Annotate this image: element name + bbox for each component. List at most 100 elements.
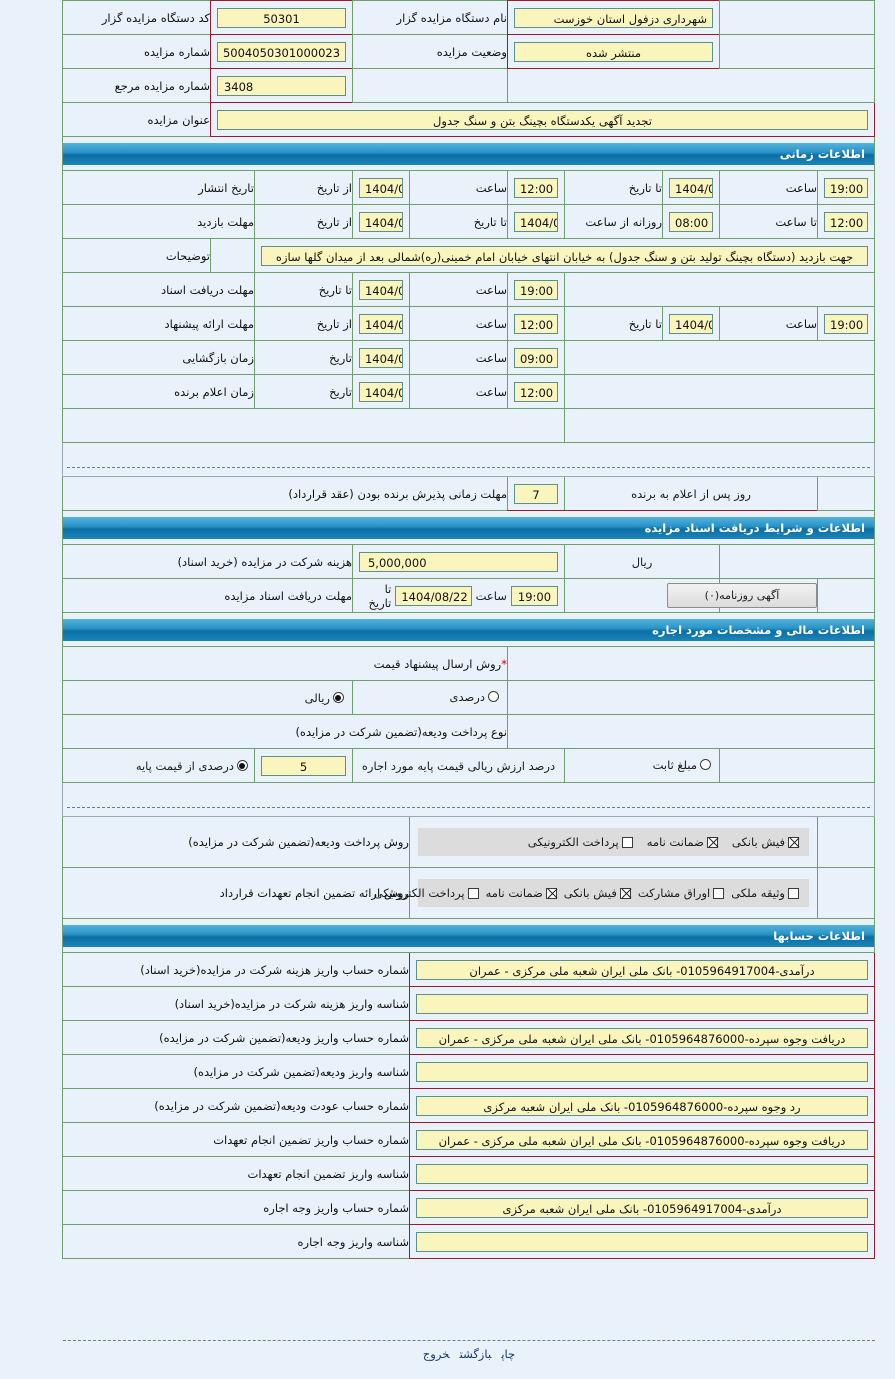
- winner-acceptance-suffix: روز پس از اعلام به برنده: [631, 486, 751, 501]
- spacer-cell: [351, 68, 508, 103]
- checkbox-bank-receipt-icon[interactable]: [788, 836, 799, 848]
- account-2-field[interactable]: دریافت وجوه سپرده-0105964876000- بانک مل…: [415, 1027, 868, 1048]
- publish-hour2-field[interactable]: 19:00: [824, 177, 868, 198]
- deposit-option-guarantee-letter[interactable]: ضمانت نامه: [647, 835, 718, 849]
- checkbox-contract-electronic-payment-icon[interactable]: [467, 887, 479, 899]
- deposit-method-options-cell: فیش بانکی ضمانت نامه پرداخت الکترونیکی: [408, 816, 819, 868]
- contract-option-guarantee-letter[interactable]: ضمانت نامه: [486, 886, 557, 900]
- base-percent-field[interactable]: 5: [260, 755, 346, 776]
- visit-todate-field[interactable]: 1404/09/02: [513, 211, 558, 232]
- time-section-header-cell: اطلاعات زمانی: [61, 136, 876, 171]
- description-label: توضیحات: [61, 238, 211, 273]
- table-row-base-percent: مبلغ ثابت درصد ارزش ریالی قیمت پایه مورد…: [61, 748, 875, 783]
- reference-number-field[interactable]: 3408: [216, 75, 346, 96]
- account-3-field[interactable]: [415, 1061, 868, 1082]
- winner-hour-field[interactable]: 12:00: [513, 381, 558, 402]
- checkbox-guarantee-letter-icon[interactable]: [706, 836, 718, 848]
- accounts-section-header-label: اطلاعات حسابها: [62, 924, 874, 947]
- deposit-method-options: فیش بانکی ضمانت نامه پرداخت الکترونیکی: [417, 828, 809, 856]
- proposal-hour1-field[interactable]: 12:00: [513, 313, 558, 334]
- visit-todate-label: تا تاریخ: [408, 204, 508, 239]
- deposit-option-bank-receipt[interactable]: فیش بانکی: [732, 835, 799, 849]
- account-6-field[interactable]: [415, 1163, 868, 1184]
- option-percent[interactable]: درصدی: [442, 690, 507, 704]
- radio-percent-icon[interactable]: [487, 691, 499, 703]
- account-7-field[interactable]: درآمدی-0105964917004- بانک ملی ایران شعب…: [415, 1197, 868, 1218]
- visit-fromdate-field[interactable]: 1404/08/17: [358, 211, 403, 232]
- tender-status-label: وضعیت مزایده: [351, 34, 508, 69]
- table-row-proposal-deadline: 19:00 ساعت 1404/09/02 تا تاریخ 12:00 ساع…: [61, 306, 875, 341]
- checkbox-property-deed-icon[interactable]: [788, 887, 799, 899]
- tender-status-field[interactable]: منتشر شده: [513, 41, 713, 62]
- section-header-docs: اطلاعات و شرایط دریافت اسناد مزایده: [61, 510, 876, 545]
- contract-option-bank-receipt-label: فیش بانکی: [563, 886, 617, 900]
- winner-date-field[interactable]: 1404/09/05: [358, 381, 403, 402]
- docs-receive-date-field[interactable]: 1404/08/22: [395, 585, 472, 606]
- dashed-line-2: [66, 806, 870, 808]
- fee-unit-label: ریال: [631, 554, 653, 569]
- visit-fromhour-label: روزانه از ساعت: [564, 204, 663, 239]
- radio-rial-icon[interactable]: [332, 692, 344, 703]
- checkbox-participation-bonds-icon[interactable]: [713, 887, 725, 899]
- account-8-label: شناسه واریز وجه اجاره: [61, 1224, 410, 1259]
- table-row-tender-number: منتشر شده وضعیت مزایده 5004050301000023 …: [61, 34, 875, 69]
- publish-hour1-field[interactable]: 12:00: [513, 177, 558, 198]
- visit-tohour-field[interactable]: 12:00: [824, 211, 868, 232]
- contract-option-guarantee-letter-label: ضمانت نامه: [485, 886, 543, 900]
- opening-hour-label: ساعت: [408, 340, 508, 375]
- radio-base-percent-icon[interactable]: [236, 760, 248, 771]
- tender-title-field[interactable]: تجدید آگهی یکدستگاه بچینگ بتن و سنگ جدول: [216, 109, 868, 130]
- deposit-option-electronic-payment[interactable]: پرداخت الکترونیکی: [528, 835, 633, 849]
- contract-option-bank-receipt[interactable]: فیش بانکی: [564, 886, 631, 900]
- newspaper-button-cell: آگهی روزنامه(۰): [667, 578, 818, 613]
- account-1-field[interactable]: [415, 993, 868, 1014]
- print-link[interactable]: چاپ: [501, 1347, 516, 1361]
- table-row-visit-deadline: 12:00 تا ساعت 08:00 روزانه از ساعت 1404/…: [61, 204, 875, 239]
- account-0-value-cell: درآمدی-0105964917004- بانک ملی ایران شعب…: [408, 952, 876, 987]
- opening-time-label: زمان بازگشایی: [61, 340, 255, 375]
- account-5-field[interactable]: دریافت وجوه سپرده-0105964876000- بانک مل…: [415, 1129, 868, 1150]
- table-row-docs-receive-deadline: آگهی روزنامه(۰) تا تاریخ 1404/08/22 ساعت…: [61, 578, 875, 613]
- contract-option-participation-bonds[interactable]: اوراق مشارکت: [638, 886, 725, 900]
- docs-todate-field[interactable]: 1404/08/22: [358, 279, 403, 300]
- proposal-hour2-field[interactable]: 19:00: [824, 313, 868, 334]
- deposit-option-bank-receipt-label: فیش بانکی: [731, 835, 785, 849]
- checkbox-contract-guarantee-letter-icon[interactable]: [545, 887, 557, 899]
- contract-option-property-deed[interactable]: وثیقه ملکی: [731, 886, 799, 900]
- visit-fromhour-field[interactable]: 08:00: [669, 211, 713, 232]
- account-2-value-cell: دریافت وجوه سپرده-0105964876000- بانک مل…: [408, 1020, 876, 1055]
- winner-acceptance-field[interactable]: 7: [513, 483, 558, 504]
- deposit-option-guarantee-letter-label: ضمانت نامه: [646, 835, 704, 849]
- option-rial[interactable]: ریالی: [297, 691, 352, 705]
- option-fixed-amount[interactable]: مبلغ ثابت: [645, 758, 719, 772]
- exit-link[interactable]: خروج: [422, 1347, 450, 1361]
- publish-todate-field[interactable]: 1404/09/02: [669, 177, 713, 198]
- participation-fee-field[interactable]: 5,000,000: [358, 551, 558, 572]
- checkbox-contract-bank-receipt-icon[interactable]: [619, 887, 631, 899]
- docs-receive-hour-field[interactable]: 19:00: [510, 585, 558, 606]
- agency-name-field[interactable]: شهرداری دزفول استان خوزست: [513, 7, 713, 28]
- account-3-label: شناسه واریز ودیعه(تضمین شرکت در مزایده): [61, 1054, 410, 1089]
- docs-hour-field[interactable]: 19:00: [513, 279, 558, 300]
- proposal-fromdate-value-cell: 1404/08/14: [351, 306, 410, 341]
- table-row-opening-time: 09:00 ساعت 1404/09/04 تاریخ زمان بازگشای…: [61, 340, 875, 375]
- publish-fromdate-field[interactable]: 1404/08/14: [358, 177, 403, 198]
- back-link[interactable]: بازگشت: [459, 1347, 492, 1361]
- account-0-field[interactable]: درآمدی-0105964917004- بانک ملی ایران شعب…: [415, 959, 868, 980]
- contract-guarantee-label: روش ارائه تضمین انجام تعهدات قرارداد: [61, 867, 410, 919]
- account-8-field[interactable]: [415, 1231, 868, 1252]
- option-base-percent[interactable]: درصدی از قیمت پایه: [130, 759, 254, 773]
- opening-date-field[interactable]: 1404/09/04: [358, 347, 403, 368]
- proposal-todate-field[interactable]: 1404/09/02: [669, 313, 713, 334]
- account-4-field[interactable]: رد وجوه سپرده-0105964876000- بانک ملی ای…: [415, 1095, 868, 1116]
- radio-fixed-amount-icon[interactable]: [700, 759, 711, 771]
- tender-number-field[interactable]: 5004050301000023: [216, 41, 346, 62]
- tender-table: شهرداری دزفول استان خوزست نام دستگاه مزا…: [61, 0, 876, 1259]
- table-row-description: جهت بازدید (دستگاه بچینگ تولید بتن و سنگ…: [61, 238, 876, 273]
- description-field[interactable]: جهت بازدید (دستگاه بچینگ تولید بتن و سنگ…: [260, 245, 868, 266]
- newspaper-ad-button[interactable]: آگهی روزنامه(۰): [667, 583, 817, 608]
- opening-hour-field[interactable]: 09:00: [513, 347, 558, 368]
- checkbox-electronic-payment-icon[interactable]: [621, 836, 633, 848]
- proposal-fromdate-field[interactable]: 1404/08/14: [358, 313, 403, 334]
- agency-code-field[interactable]: 50301: [216, 7, 346, 28]
